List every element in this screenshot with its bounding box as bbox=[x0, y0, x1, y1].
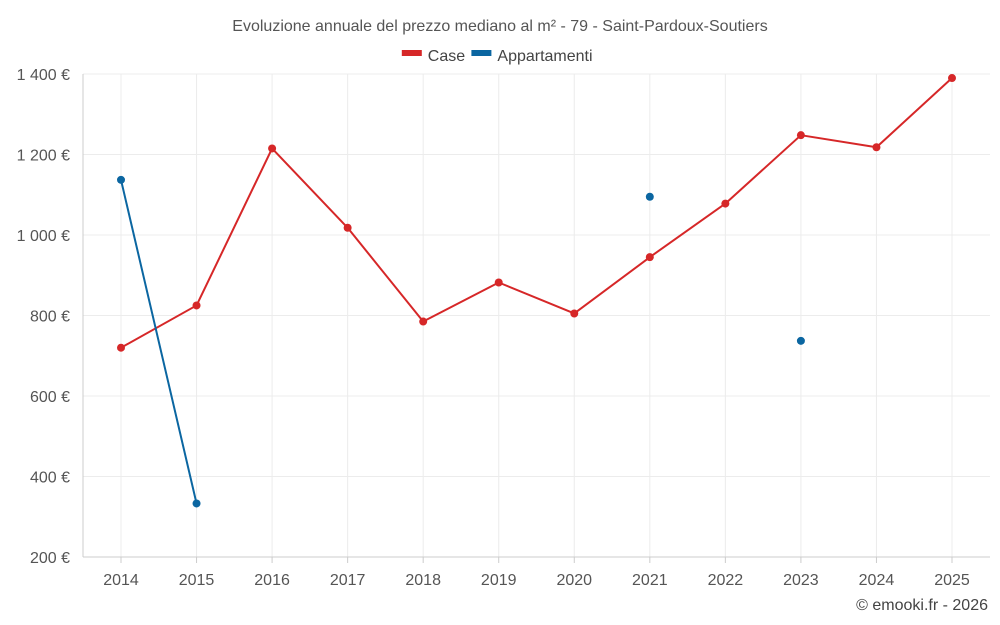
legend[interactable]: Case Appartamenti bbox=[401, 48, 593, 65]
x-tick-label: 2016 bbox=[254, 572, 290, 589]
x-tick-label: 2014 bbox=[103, 572, 139, 589]
data-point-case[interactable] bbox=[721, 199, 730, 208]
series-line-segment bbox=[120, 304, 198, 349]
axes: 200 € 400 € 600 € 800 € 1 000 € 1 200 € 1 400 … bbox=[17, 67, 990, 589]
y-tick-label: 200 € bbox=[30, 550, 70, 567]
data-point-case[interactable] bbox=[494, 278, 503, 287]
series-line-segment bbox=[497, 281, 576, 315]
y-tick-label: 400 € bbox=[30, 470, 70, 487]
data-point-appartamenti[interactable] bbox=[117, 175, 125, 184]
data-point-case[interactable] bbox=[419, 317, 428, 326]
x-tick-label: 2021 bbox=[632, 572, 668, 589]
data-point-case[interactable] bbox=[872, 143, 881, 152]
series-line-segment bbox=[648, 202, 727, 259]
series-case bbox=[117, 74, 956, 352]
series-line-segment bbox=[346, 226, 425, 323]
x-tick-label: 2017 bbox=[330, 572, 366, 589]
footer-credit: © emooki.fr - 2026 bbox=[856, 597, 988, 614]
series-appartamenti bbox=[117, 175, 805, 508]
data-point-appartamenti[interactable] bbox=[645, 192, 654, 201]
x-tick-label: 2023 bbox=[783, 572, 819, 589]
series-line-segment bbox=[120, 178, 198, 505]
data-point-appartamenti[interactable] bbox=[796, 336, 805, 345]
y-tick-label: 600 € bbox=[30, 389, 70, 406]
data-point-case[interactable] bbox=[117, 343, 125, 352]
data-point-case[interactable] bbox=[192, 301, 201, 310]
series-line-segment bbox=[875, 77, 953, 149]
x-tick-label: 2018 bbox=[405, 572, 441, 589]
series bbox=[117, 74, 956, 508]
y-tick-label: 1 000 € bbox=[17, 228, 70, 245]
legend-swatch bbox=[401, 50, 422, 56]
series-line-segment bbox=[724, 134, 802, 205]
grid bbox=[83, 73, 990, 558]
legend-label: Case bbox=[428, 48, 465, 65]
legend-item-case[interactable]: Case bbox=[401, 48, 465, 65]
x-tick-label: 2019 bbox=[481, 572, 517, 589]
legend-label: Appartamenti bbox=[497, 48, 592, 65]
series-line-segment bbox=[573, 256, 651, 315]
legend-swatch bbox=[471, 50, 492, 56]
series-line-segment bbox=[799, 134, 878, 149]
data-point-case[interactable] bbox=[796, 131, 805, 140]
data-point-case[interactable] bbox=[645, 253, 654, 262]
series-line-segment bbox=[271, 147, 349, 229]
data-point-appartamenti[interactable] bbox=[192, 499, 201, 508]
x-tick-label: 2020 bbox=[556, 572, 592, 589]
legend-item-appartamenti[interactable]: Appartamenti bbox=[471, 48, 593, 65]
x-tick-label: 2024 bbox=[859, 572, 895, 589]
data-point-case[interactable] bbox=[343, 223, 352, 232]
data-point-case[interactable] bbox=[948, 74, 956, 83]
y-tick-label: 1 400 € bbox=[17, 67, 70, 84]
y-tick-label: 800 € bbox=[30, 309, 70, 326]
x-tick-label: 2022 bbox=[708, 572, 744, 589]
data-point-case[interactable] bbox=[570, 309, 579, 318]
series-line-segment bbox=[422, 281, 500, 323]
x-tick-label: 2025 bbox=[934, 572, 970, 589]
x-tick-label: 2015 bbox=[179, 572, 215, 589]
data-point-case[interactable] bbox=[268, 144, 277, 153]
series-line-segment bbox=[195, 147, 274, 307]
y-tick-label: 1 200 € bbox=[17, 148, 70, 165]
chart-title: Evoluzione annuale del prezzo mediano al… bbox=[232, 18, 767, 35]
